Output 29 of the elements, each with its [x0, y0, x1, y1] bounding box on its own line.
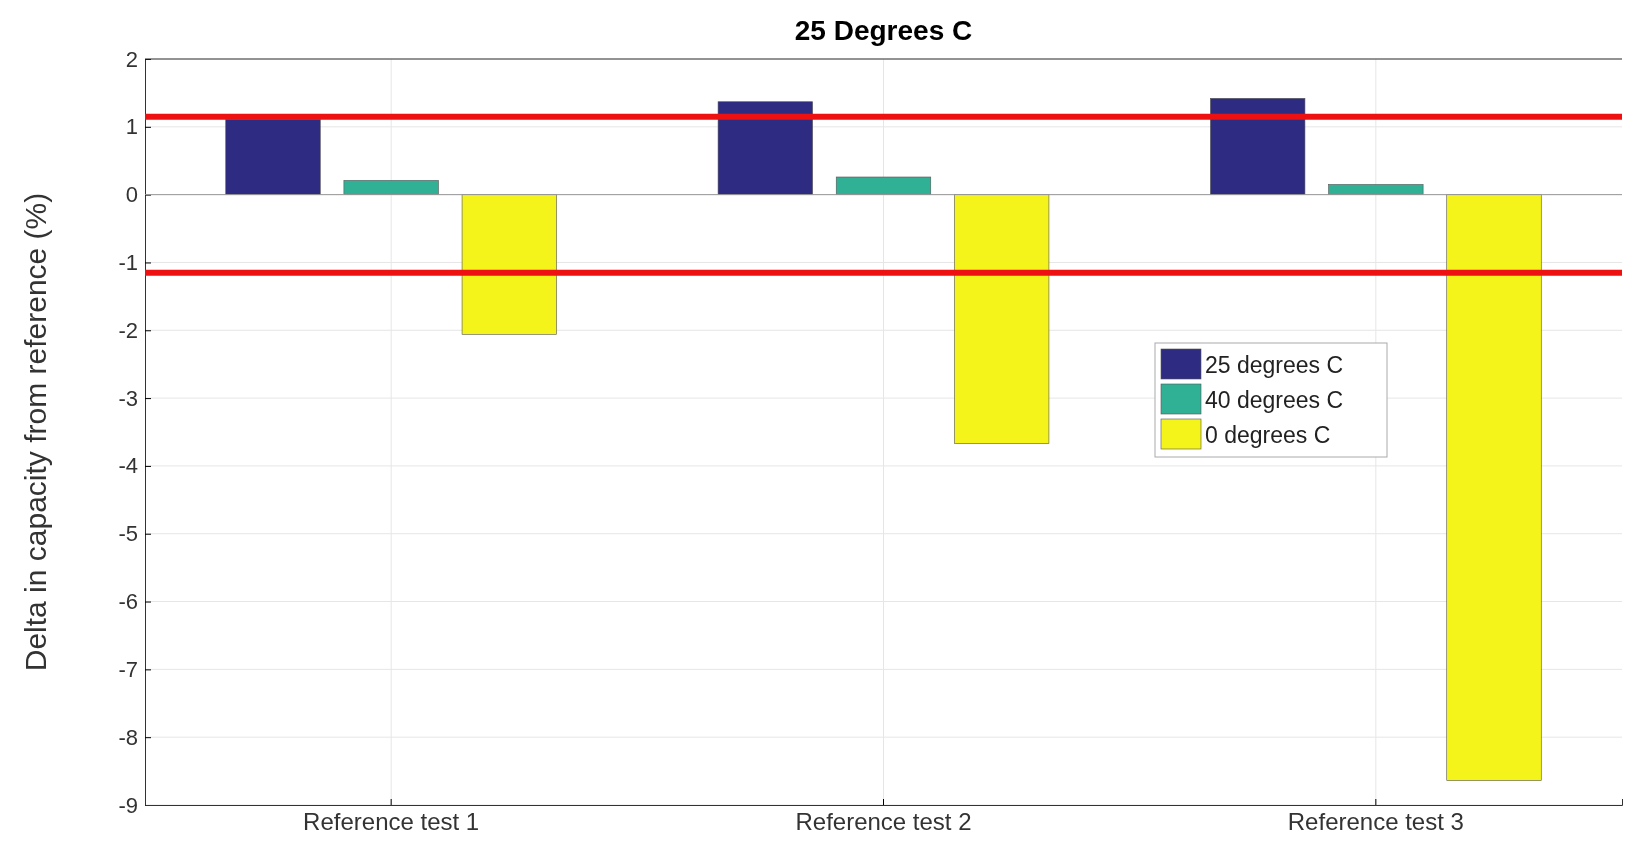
legend-label: 25 degrees C: [1205, 352, 1344, 378]
y-tick-label: -2: [118, 317, 138, 343]
y-tick-label: -3: [118, 385, 138, 411]
bar: [954, 194, 1050, 444]
x-tick-label: Reference test 2: [795, 807, 972, 835]
y-tick-label: -4: [118, 453, 138, 479]
bar: [835, 176, 932, 195]
bar: [1328, 184, 1424, 195]
y-tick-label: -7: [118, 656, 138, 682]
x-tick-label: Reference test 1: [303, 807, 480, 835]
bar: [225, 119, 321, 195]
y-tick-label: -8: [118, 724, 138, 750]
y-tick-label: -1: [118, 249, 138, 275]
legend-label: 40 degrees C: [1205, 387, 1344, 413]
bar: [1210, 98, 1306, 195]
y-tick-label: 1: [125, 114, 138, 140]
y-tick-label: -6: [118, 589, 138, 615]
legend-label: 0 degrees C: [1205, 422, 1331, 448]
chart-title: 25 Degrees C: [794, 15, 973, 46]
bar: [1446, 194, 1542, 781]
y-axis-title: Delta in capacity from reference (%): [19, 192, 52, 672]
x-tick-label: Reference test 3: [1287, 807, 1464, 835]
bar: [717, 101, 813, 195]
y-tick-label: -9: [118, 792, 138, 818]
y-tick-label: 0: [125, 182, 138, 208]
y-tick-label: -5: [118, 521, 138, 547]
bar: [343, 180, 439, 195]
bar: [461, 194, 557, 335]
y-tick-label: 2: [125, 46, 138, 72]
